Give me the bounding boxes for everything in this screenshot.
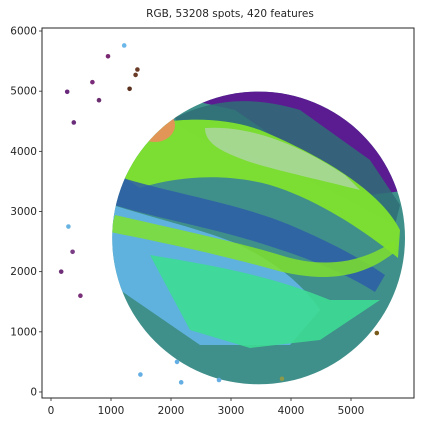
data-point: [71, 120, 77, 125]
data-point: [174, 359, 180, 365]
data-point: [138, 372, 143, 377]
y-tick-label: 3000: [10, 206, 37, 218]
chart-title: RGB, 53208 spots, 420 features: [146, 8, 314, 20]
data-point: [121, 43, 127, 48]
y-tick-label: 2000: [10, 266, 37, 278]
data-point: [105, 53, 111, 59]
band-green-arc: [120, 119, 400, 258]
band-blue-arc: [112, 170, 385, 292]
x-tick-label: 4000: [278, 405, 305, 417]
data-point: [279, 376, 285, 382]
outlier-points: [58, 43, 380, 385]
y-tick-label: 4000: [10, 146, 37, 158]
x-tick-label: 5000: [338, 405, 365, 417]
y-tick-label: 1000: [10, 326, 37, 338]
data-point: [90, 79, 95, 85]
data-point: [64, 89, 70, 95]
data-point: [135, 67, 140, 72]
data-point: [78, 293, 83, 299]
data-point: [58, 269, 64, 274]
data-point: [133, 72, 138, 78]
band-green-lower: [112, 215, 395, 277]
data-point: [374, 330, 380, 336]
band-pale-arc: [205, 127, 360, 190]
x-tick-label: 3000: [218, 405, 245, 417]
plot-frame: [41, 27, 415, 399]
x-tick-label: 1000: [98, 405, 125, 417]
data-point: [96, 97, 102, 103]
y-axis-ticks: 0 1000 2000 3000 4000 5000 6000: [10, 26, 42, 398]
data-point: [178, 380, 184, 385]
y-tick-label: 0: [30, 386, 37, 398]
data-point: [216, 377, 222, 383]
x-tick-label: 0: [48, 405, 55, 417]
y-tick-label: 5000: [10, 86, 37, 98]
x-axis-ticks: 0 1000 2000 3000 4000 5000: [48, 398, 365, 417]
data-point: [66, 224, 71, 229]
y-tick-label: 6000: [10, 26, 37, 38]
data-point: [127, 86, 132, 92]
data-point: [70, 249, 75, 255]
tissue-region: [112, 91, 405, 385]
x-tick-label: 2000: [158, 405, 185, 417]
band-mint: [150, 255, 380, 348]
